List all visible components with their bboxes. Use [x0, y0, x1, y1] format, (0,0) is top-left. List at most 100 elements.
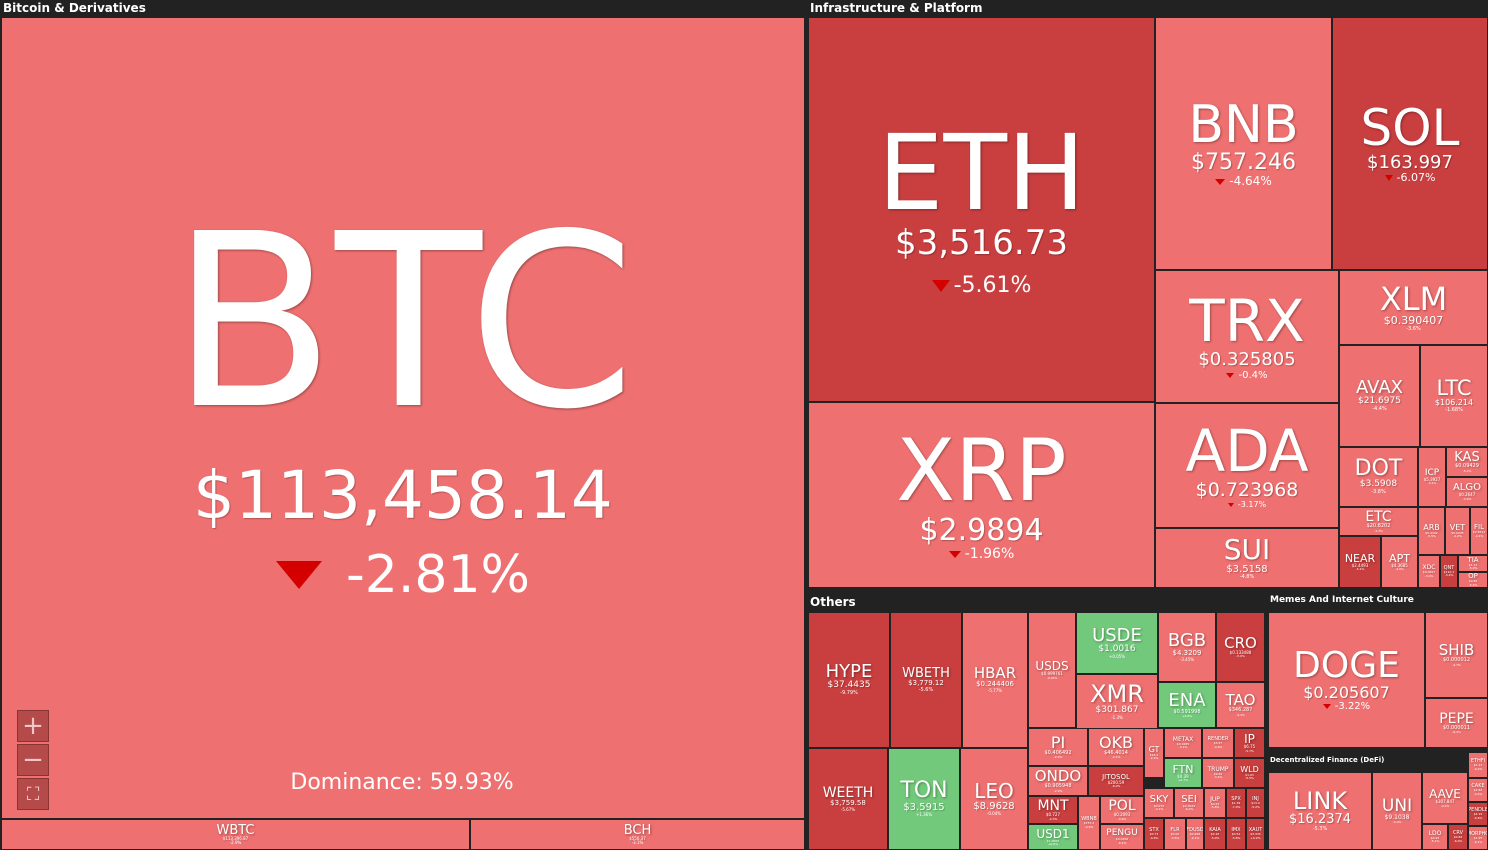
- tile-pi[interactable]: PI $0.406492 -2.9%: [1028, 728, 1088, 766]
- tile-icp[interactable]: ICP $5.3927 -3.1%: [1418, 447, 1446, 507]
- tile-ldo[interactable]: LDO $0.93 -5.1%: [1422, 824, 1448, 850]
- tile-shib[interactable]: SHIB $0.000012 -4.7%: [1425, 612, 1488, 698]
- zoom-out-button[interactable]: −: [17, 744, 49, 776]
- tile-uni[interactable]: UNI $9.1038 -4.0%: [1372, 772, 1422, 850]
- tile-bnb[interactable]: BNB $757.246 -4.64%: [1155, 17, 1332, 270]
- fit-screen-button[interactable]: ⛶: [17, 778, 49, 810]
- tile-weeth[interactable]: WEETH $3,759.58 -5.67%: [808, 748, 888, 850]
- tile-price: $200.59: [1107, 779, 1125, 785]
- tile-sol[interactable]: SOL $163.997 -6.07%: [1332, 17, 1488, 270]
- tile-fdusd[interactable]: FDUSD $0.998 -0.1%: [1186, 818, 1204, 850]
- tile-xdc[interactable]: XDC $0.0827 -3.0%: [1418, 555, 1440, 588]
- tile-sui[interactable]: SUI $3.5158 -4.8%: [1155, 528, 1339, 588]
- tile-pol[interactable]: POL $0.2093 -4.6%: [1100, 796, 1144, 824]
- tile-pepe[interactable]: PEPE $0.000011 -6.3%: [1425, 698, 1488, 748]
- tile-change: -5.3%: [1313, 827, 1328, 833]
- tile-arb[interactable]: ARB $0.4102 -5.5%: [1418, 507, 1445, 555]
- tile-spx[interactable]: SPX $1.39 -7.0%: [1226, 788, 1246, 818]
- tile-jitosol[interactable]: JITOSOL $200.59 -6.0%: [1088, 766, 1144, 796]
- tile-inj[interactable]: INJ $13.9 -5.2%: [1246, 788, 1265, 818]
- tile-bgb[interactable]: BGB $4.3209 -3.45%: [1158, 612, 1216, 682]
- tile-eth[interactable]: ETH $3,516.73 -5.61%: [808, 17, 1155, 402]
- tile-algo[interactable]: ALGO $0.2647 -4.9%: [1446, 477, 1488, 507]
- tile-usde[interactable]: USDE $1.0016 +0.05%: [1076, 612, 1158, 674]
- tile-symbol: TON: [900, 778, 948, 804]
- tile-usds[interactable]: USDS $0.999761 -0.03%: [1028, 612, 1076, 728]
- tile-change-value: -5.5%: [1427, 534, 1436, 538]
- tile-change: -5.2%: [1463, 469, 1472, 473]
- tile-render[interactable]: RENDER $3.57 -4.6%: [1202, 728, 1234, 758]
- tile-wbtc[interactable]: WBTC $113,396.87 -2.9%: [1, 819, 470, 850]
- tile-btc[interactable]: BTC $113,458.14 -2.81%: [1, 17, 805, 819]
- tile-fil[interactable]: FIL $2.5513 -4.1%: [1470, 507, 1488, 555]
- tile-wld[interactable]: WLD $1.03 -5.5%: [1234, 758, 1265, 788]
- tile-ip[interactable]: IP $6.75 -5.7%: [1234, 728, 1265, 758]
- tile-tao[interactable]: TAO $346.287 -4.4%: [1216, 682, 1265, 728]
- tile-morpho[interactable]: MORPHO$1.95-6.1%: [1468, 826, 1488, 850]
- tile-flr[interactable]: FLR $0.02 -3.5%: [1164, 818, 1186, 850]
- tile-pendle[interactable]: PENDLE $4.19 -6.6%: [1468, 802, 1488, 826]
- tile-xrp[interactable]: XRP $2.9894 -1.96%: [808, 402, 1155, 588]
- tile-ada[interactable]: ADA $0.723968 -3.17%: [1155, 403, 1339, 528]
- tile-jup[interactable]: JUP $0.54 -5.8%: [1204, 788, 1226, 818]
- tile-crv[interactable]: CRV $0.82 -6.0%: [1448, 824, 1468, 850]
- tile-sky[interactable]: SKY $0.076 -3.1%: [1144, 788, 1174, 818]
- tile-symbol: OKB: [1098, 732, 1134, 752]
- tile-mnt[interactable]: MNT $0.727 -4.3%: [1028, 796, 1078, 824]
- tile-xlm[interactable]: XLM $0.390407 -3.6%: [1339, 270, 1488, 345]
- tile-dot[interactable]: DOT $3.5908 -3.8%: [1339, 447, 1418, 507]
- tile-cro[interactable]: CRO $0.133488 -5.0%: [1216, 612, 1265, 682]
- tile-kaia[interactable]: KAIA $0.16 -5.0%: [1204, 818, 1226, 850]
- tile-etc[interactable]: ETC $20.8202 -3.3%: [1339, 507, 1418, 536]
- tile-hype[interactable]: HYPE $37.4435 -9.79%: [808, 612, 890, 748]
- tile-op[interactable]: OP $0.69 -5.4%: [1458, 572, 1488, 588]
- tile-wbnb[interactable]: WBNB $757.2 -4.6%: [1078, 796, 1100, 850]
- tile-xaut[interactable]: XAUT $3,345 +0.2%: [1246, 818, 1265, 850]
- tile-sei[interactable]: SEI $0.3044 -6.2%: [1174, 788, 1204, 818]
- tile-bch[interactable]: BCH $556.37 -3.1%: [470, 819, 805, 850]
- tile-symbol: SEI: [1181, 793, 1197, 805]
- tile-apt[interactable]: APT $4.3685 -4.6%: [1381, 536, 1418, 588]
- tile-metax[interactable]: METAX $0.0285 -3.1%: [1164, 728, 1202, 758]
- tile-trx[interactable]: TRX $0.325805 -0.4%: [1155, 270, 1339, 403]
- tile-hbar[interactable]: HBAR $0.244406 -5.77%: [962, 612, 1028, 748]
- tile-okb[interactable]: OKB $46.4014 -2.1%: [1088, 728, 1144, 766]
- tile-vet[interactable]: VET $0.0245 -4.2%: [1445, 507, 1470, 555]
- tile-ton[interactable]: TON $3.5915 +1.36%: [888, 748, 960, 850]
- tile-price: $3,779.12: [908, 678, 944, 687]
- tile-symbol: DOT: [1354, 456, 1403, 482]
- tile-ondo[interactable]: ONDO $0.905948 -2.9%: [1028, 766, 1088, 796]
- tile-near[interactable]: NEAR $2.4493 -5.1%: [1339, 536, 1381, 588]
- tile-link[interactable]: LINK $16.2374 -5.3%: [1268, 772, 1372, 850]
- tile-leo[interactable]: LEO $8.9628 -0.04%: [960, 748, 1028, 850]
- tile-aave[interactable]: AAVE $307.847 -4.2%: [1422, 772, 1468, 824]
- tile-symbol: SHIB: [1438, 641, 1475, 660]
- tile-imx[interactable]: IMX $0.52 -5.8%: [1226, 818, 1246, 850]
- tile-price: $346.287: [1228, 707, 1253, 714]
- tile-change-value: -2.81%: [346, 544, 530, 605]
- tile-kas[interactable]: KAS $0.09429 -5.2%: [1446, 447, 1488, 477]
- tile-price: $0.52: [1231, 832, 1241, 837]
- tile-pengu[interactable]: PENGU $0.0306 -8.1%: [1100, 824, 1144, 850]
- tile-usd1[interactable]: USD1 $1.0000 +0.0%: [1028, 824, 1078, 850]
- tile-trump[interactable]: TRUMP $9.69 -3.4%: [1202, 758, 1234, 788]
- tile-wbeth[interactable]: WBETH $3,779.12 -5.6%: [890, 612, 962, 748]
- tile-change-value: -5.5%: [1245, 776, 1254, 780]
- tile-ltc[interactable]: LTC $106.214 -1.68%: [1420, 345, 1488, 447]
- tile-qnt[interactable]: QNT $110.1 -3.2%: [1440, 555, 1458, 588]
- tile-stx[interactable]: STX $0.73 -4.6%: [1144, 818, 1164, 850]
- tile-change-value: -5.2%: [1251, 804, 1260, 809]
- tile-avax[interactable]: AVAX $21.6975 -4.4%: [1339, 345, 1420, 447]
- tile-price: $0.2093: [1113, 812, 1131, 818]
- zoom-in-button[interactable]: +: [17, 710, 49, 742]
- tile-tia[interactable]: TIA $1.72 -5.0%: [1458, 555, 1488, 572]
- tile-symbol: DOGE: [1293, 644, 1400, 686]
- tile-xmr[interactable]: XMR $301.867 -1.3%: [1076, 674, 1158, 729]
- tile-cake[interactable]: CAKE $2.63 -4.4%: [1468, 778, 1488, 802]
- tile-change: -4.3%: [1049, 817, 1058, 821]
- tile-ethfi[interactable]: ETHFI $1.14 -6.4%: [1468, 752, 1488, 778]
- tile-ftn[interactable]: FTN $4.39 +0.7%: [1164, 758, 1202, 788]
- tile-gt[interactable]: GT $16.2 -2.4%: [1144, 728, 1164, 778]
- tile-doge[interactable]: DOGE $0.205607 -3.22%: [1268, 612, 1425, 748]
- tile-ena[interactable]: ENA $0.591998 +4.8%: [1158, 682, 1216, 728]
